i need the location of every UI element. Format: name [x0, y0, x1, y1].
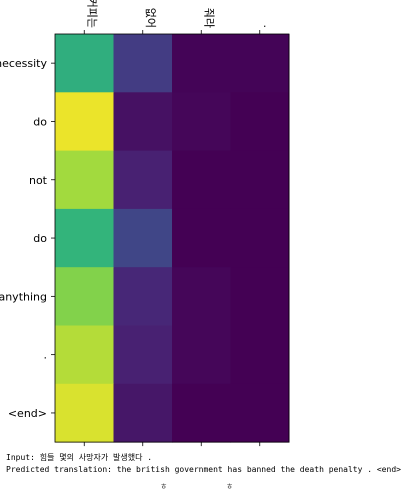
heatmap-cell-r1-c0 — [55, 92, 114, 152]
heatmap-cell-r6-c2 — [172, 383, 231, 443]
heatmap-cell-r0-c0 — [55, 34, 114, 93]
heatmap-cell-r6-c0 — [55, 383, 114, 443]
heatmap-cell-r5-c3 — [230, 325, 290, 385]
heatmap-cell-r3-c1 — [113, 208, 173, 268]
heatmap-cell-r3-c0 — [55, 208, 114, 268]
heatmap-cell-r5-c2 — [172, 325, 231, 385]
attention-heatmap: necessity do not do anything. <end> 커피는 없어 줘라. — [0, 0, 290, 447]
x-tick-label: 줘라 — [202, 8, 215, 28]
x-tick-label: 없어 — [144, 8, 157, 28]
heatmap-cell-r1-c2 — [172, 92, 231, 152]
y-tick-label: do — [33, 232, 47, 245]
predicted-translation-caption: Predicted translation: the british gover… — [6, 465, 401, 474]
heatmap-cell-r2-c3 — [230, 150, 290, 210]
heatmap-cell-r0-c2 — [172, 34, 231, 93]
y-tick-label: . — [44, 349, 48, 362]
heatmap-cell-r0-c1 — [113, 34, 173, 93]
heatmap-cell-r4-c0 — [55, 267, 114, 326]
heatmap-cell-r6-c3 — [230, 383, 290, 443]
x-tick-label: . — [261, 25, 274, 29]
input-caption: Input: 힘들 몇의 사망자가 발생했다 . — [6, 453, 153, 462]
heatmap-cell-r5-c1 — [113, 325, 173, 385]
heatmap-cell-r0-c3 — [230, 34, 290, 93]
heatmap-cell-r2-c0 — [55, 150, 114, 210]
heatmap-cell-r1-c3 — [230, 92, 290, 152]
heatmap-cell-r6-c1 — [113, 383, 173, 443]
heatmap-cell-r3-c2 — [172, 208, 231, 268]
y-tick-label: anything — [0, 290, 47, 303]
y-tick-label: do — [33, 115, 47, 128]
heatmap-cell-r2-c1 — [113, 150, 173, 210]
heatmap-cell-r1-c1 — [113, 92, 173, 152]
heatmap-cell-r4-c2 — [172, 267, 231, 326]
heatmap-cell-r2-c2 — [172, 150, 231, 210]
heatmap-cell-r4-c3 — [230, 267, 290, 326]
heatmap-cell-r4-c1 — [113, 267, 173, 326]
y-tick-label: not — [29, 174, 48, 187]
x-tick-label: 커피는 — [85, 0, 98, 28]
y-tick-label: <end> — [8, 407, 47, 420]
heatmap-cell-r5-c0 — [55, 325, 114, 385]
heatmap-cell-r3-c3 — [230, 208, 290, 268]
footer-glyphs: ㅎ ㅎ — [160, 482, 262, 491]
y-tick-label: necessity — [0, 57, 47, 70]
